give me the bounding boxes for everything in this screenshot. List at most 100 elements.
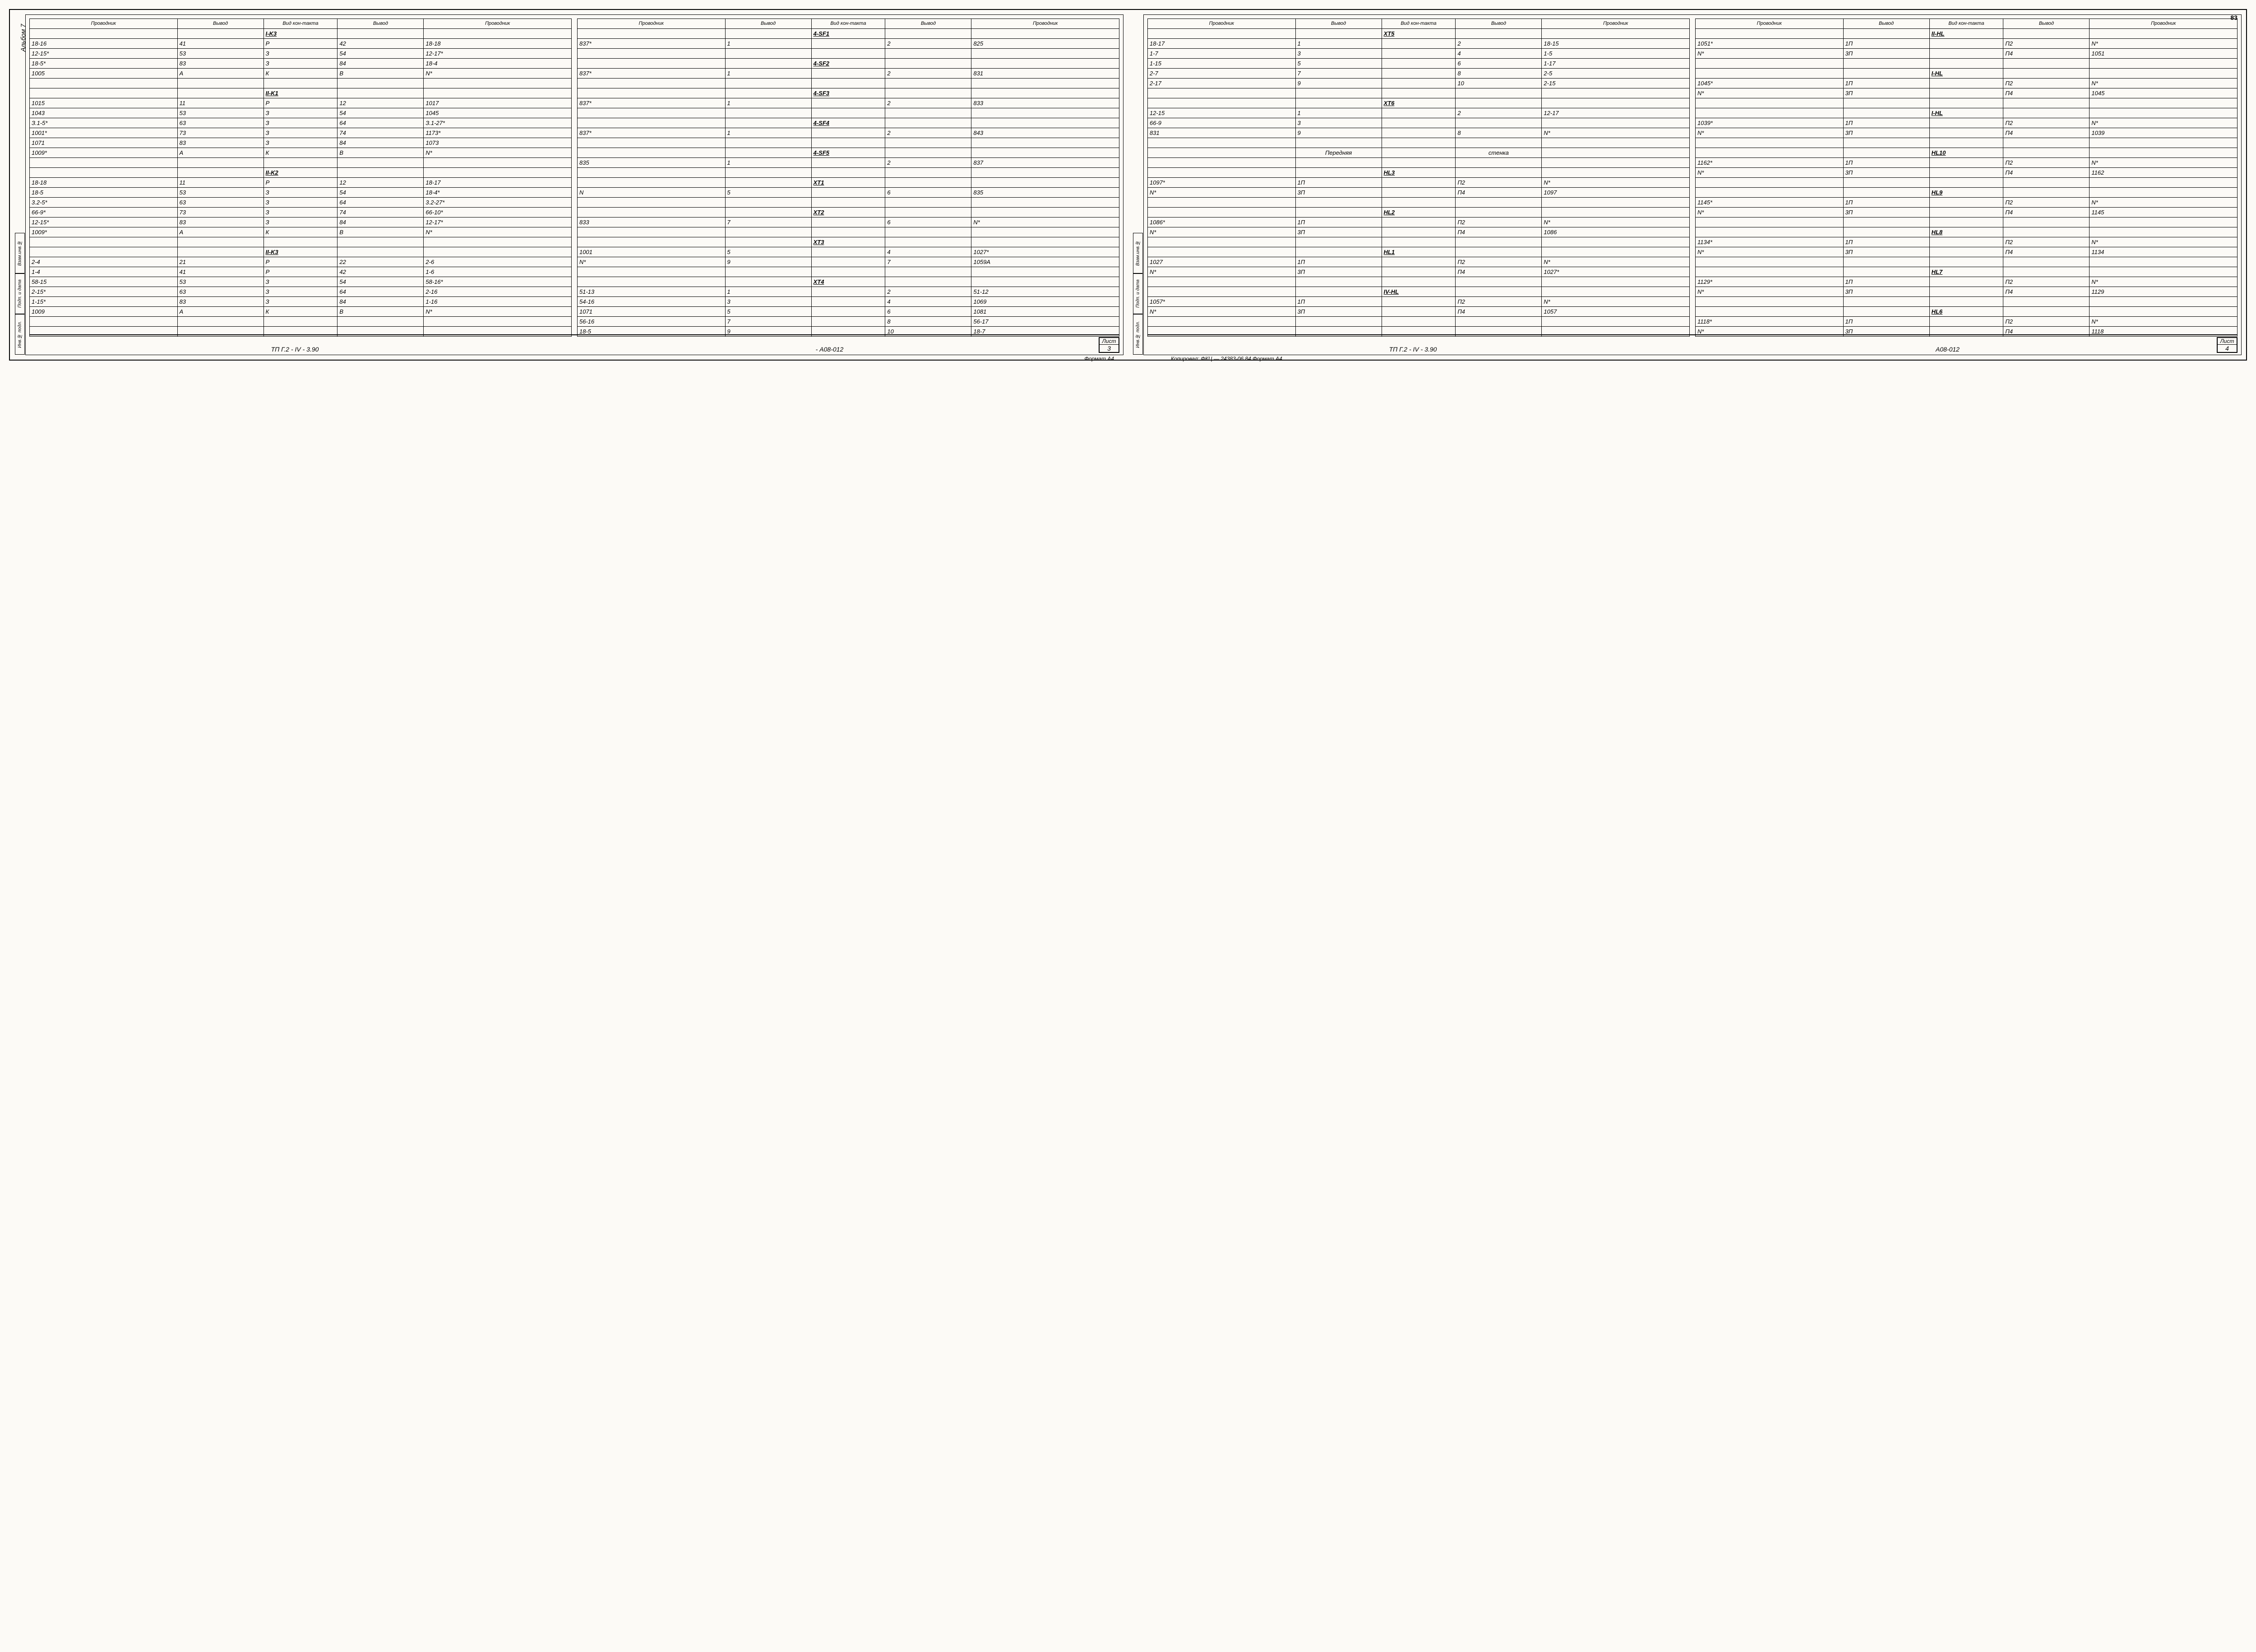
cell: [1382, 49, 1456, 59]
cell: 1-5: [1542, 49, 1690, 59]
table-row: HL8: [1696, 227, 2238, 237]
cell: 837: [971, 158, 1119, 168]
table-row: XT5: [1148, 29, 1690, 39]
cell: [725, 277, 811, 287]
cell: 1043: [30, 108, 178, 118]
cell: 1015: [30, 98, 178, 108]
cell: N*: [2090, 317, 2238, 327]
cell: N*: [578, 257, 726, 267]
table-row: 1129*1ПП2N*: [1696, 277, 2238, 287]
table-row: 12-151212-17: [1148, 108, 1690, 118]
cell: [1382, 59, 1456, 69]
cell: [1843, 108, 1929, 118]
cell: XT5: [1382, 29, 1456, 39]
cell: [2003, 217, 2090, 227]
table-row: 83198N*: [1148, 128, 1690, 138]
cell: [1929, 208, 2003, 217]
table-row: 837*12833: [578, 98, 1119, 108]
cell: [811, 108, 885, 118]
table-row: 1009АКВN*: [30, 307, 572, 317]
cell: 1П: [1295, 217, 1382, 227]
cell: [811, 227, 885, 237]
cell: [885, 79, 971, 88]
col-header: Вывод: [2003, 19, 2090, 29]
cell: [1456, 317, 1542, 327]
cell: 63: [177, 198, 264, 208]
cell: [2003, 297, 2090, 307]
cell: 1039*: [1696, 118, 1844, 128]
table-wrap-2: ПроводникВыводВид кон-тактаВыводПроводни…: [577, 19, 1119, 337]
cell: В: [337, 148, 424, 158]
cell: [1456, 158, 1542, 168]
cell: 12: [337, 178, 424, 188]
cell: 8: [1456, 69, 1542, 79]
cell: 51-12: [971, 287, 1119, 297]
cell: 1: [725, 128, 811, 138]
table-row: 2-15*63З642-16: [30, 287, 572, 297]
cell: 18-16: [30, 39, 178, 49]
table-row: II-K3: [30, 247, 572, 257]
col-header: Вид кон-такта: [1382, 19, 1456, 29]
cell: [811, 247, 885, 257]
cell: [971, 168, 1119, 178]
cell: П2: [2003, 158, 2090, 168]
cell: [1456, 168, 1542, 178]
cell: 2: [885, 128, 971, 138]
cell: 51-13: [578, 287, 726, 297]
cell: [1929, 277, 2003, 287]
cell: [2090, 98, 2238, 108]
cell: 1118*: [1696, 317, 1844, 327]
cell: [725, 227, 811, 237]
cell: 12-15: [1148, 108, 1296, 118]
table-row: XT6: [1148, 98, 1690, 108]
cell: [1295, 208, 1382, 217]
table-row: [578, 108, 1119, 118]
table-row: 4-SF4: [578, 118, 1119, 128]
cell: [424, 247, 572, 257]
cell: [885, 88, 971, 98]
cell: 833: [971, 98, 1119, 108]
cell: [1929, 39, 2003, 49]
cell: 53: [177, 188, 264, 198]
cell: 7: [725, 317, 811, 327]
cell: [811, 158, 885, 168]
cell: [885, 237, 971, 247]
cell: 58-15: [30, 277, 178, 287]
cell: 12-17*: [424, 49, 572, 59]
cell: [578, 208, 726, 217]
cell: [971, 118, 1119, 128]
cell: [1456, 29, 1542, 39]
cell: II-K3: [264, 247, 337, 257]
cell: [1843, 217, 1929, 227]
cell: [1843, 178, 1929, 188]
cell: [725, 198, 811, 208]
cell: 7: [1295, 69, 1382, 79]
cell: [811, 188, 885, 198]
cell: 1045*: [1696, 79, 1844, 88]
cell: [1843, 267, 1929, 277]
cell: 1П: [1843, 118, 1929, 128]
cell: [971, 208, 1119, 217]
cell: [1929, 217, 2003, 227]
table-row: 1071561081: [578, 307, 1119, 317]
cell: [1148, 247, 1296, 257]
cell: [811, 287, 885, 297]
table-row: 51-131251-12: [578, 287, 1119, 297]
cell: [1148, 287, 1296, 297]
cell: [1843, 59, 1929, 69]
cell: 831: [971, 69, 1119, 79]
cell: З: [264, 188, 337, 198]
doc-title: ТП Г.2 - IV - 3.90: [29, 346, 560, 353]
cell: [337, 79, 424, 88]
cell: [1542, 88, 1690, 98]
cell: 1П: [1843, 277, 1929, 287]
cell: [1696, 297, 1844, 307]
cell: [971, 178, 1119, 188]
stamp: Взам.инв.№: [15, 233, 25, 273]
cell: П2: [2003, 79, 2090, 88]
cell: [2090, 29, 2238, 39]
table-row: 4-SF2: [578, 59, 1119, 69]
cell: [1542, 158, 1690, 168]
table-row: [1148, 237, 1690, 247]
col-header: Проводник: [1696, 19, 1844, 29]
